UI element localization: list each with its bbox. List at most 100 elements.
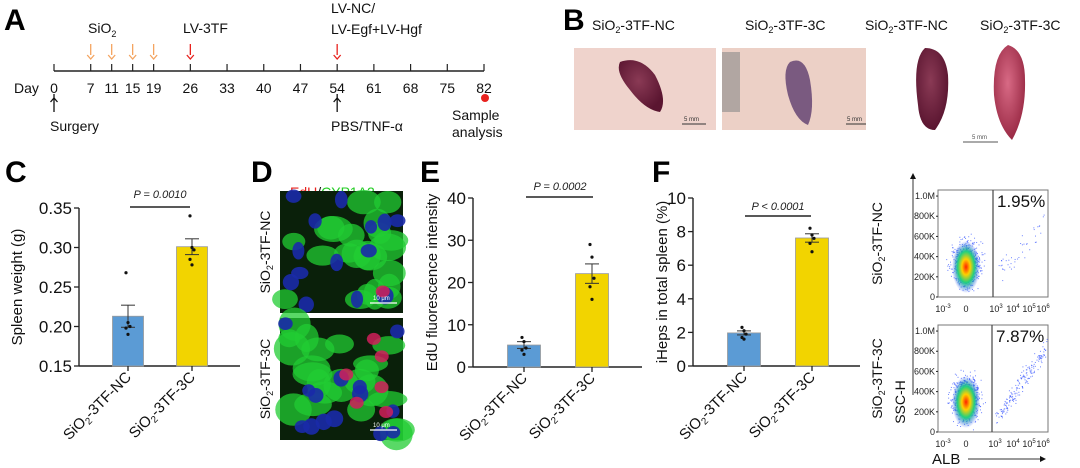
event-dot: [1012, 399, 1014, 401]
day-label: Day: [14, 80, 39, 96]
event-dot: [948, 397, 950, 399]
event-dot: [947, 402, 949, 404]
event-dot: [951, 412, 953, 414]
y-tick-label: 10: [447, 316, 466, 335]
event-dot: [1042, 354, 1044, 356]
nucleus: [334, 190, 348, 209]
event-dot: [1026, 372, 1028, 374]
edu-nucleus: [366, 332, 381, 345]
event-dot: [1033, 370, 1035, 372]
event-dot: [1006, 407, 1008, 409]
x-tick-label: 103: [989, 304, 1003, 314]
panel-label-f: F: [652, 156, 670, 189]
event-dot: [949, 261, 951, 263]
event-dot: [1033, 227, 1035, 229]
event-dot: [971, 243, 973, 245]
timeline-tick-label: 19: [146, 80, 162, 96]
event-dot: [1023, 370, 1025, 372]
event-dot: [1003, 404, 1005, 406]
event-dot: [1029, 371, 1031, 373]
data-point: [588, 285, 592, 289]
panel-a-timeline: A Day 0 7 11 15 19 26 33 40 47 54 61 68 75 82 SiO2 LV…: [4, 0, 503, 140]
event-dot: [1045, 356, 1047, 358]
event-dot: [1031, 361, 1033, 363]
event-dot: [1023, 375, 1025, 377]
event-dot: [960, 369, 962, 371]
event-dot: [972, 243, 974, 245]
timeline-ticks: 0 7 11 15 19 26 33 40 47 54 61 68 75 82: [50, 44, 492, 112]
event-dot: [977, 387, 979, 389]
event-dot: [956, 425, 958, 427]
y-tick-label: 0.30: [39, 239, 72, 258]
event-dot: [1031, 366, 1033, 368]
y-tick-label: 6: [677, 256, 686, 275]
event-dot: [1022, 251, 1024, 253]
event-dot: [1013, 391, 1015, 393]
event-dot: [1043, 342, 1045, 344]
event-dot: [1010, 405, 1012, 407]
event-dot: [1046, 341, 1048, 343]
event-dot: [950, 268, 952, 270]
data-point: [524, 346, 528, 350]
panel-label-c: C: [5, 156, 27, 189]
event-dot: [974, 380, 976, 382]
event-dot: [1017, 380, 1019, 382]
event-dot: [1005, 404, 1007, 406]
event-dot: [1040, 356, 1042, 358]
pbs-tnf-label: PBS/TNF-α: [331, 118, 403, 134]
event-dot: [952, 247, 954, 249]
event-dot: [982, 403, 984, 405]
event-dot: [1031, 373, 1033, 375]
event-dot: [1024, 382, 1026, 384]
event-dot: [1021, 378, 1023, 380]
event-dot: [1007, 264, 1009, 266]
edu-nucleus: [349, 396, 364, 409]
event-dot: [1031, 369, 1033, 371]
event-dot: [1006, 411, 1008, 413]
event-dot: [948, 393, 950, 395]
event-dot: [954, 382, 956, 384]
p-value: P = 0.0002: [533, 181, 586, 193]
event-dot: [949, 266, 951, 268]
event-dot: [981, 398, 983, 400]
event-dot: [1016, 392, 1018, 394]
panel-label-b: B: [563, 4, 585, 37]
event-dot: [1004, 400, 1006, 402]
event-dot: [949, 267, 951, 269]
spleen-excised-nc: [916, 48, 949, 130]
event-dot: [1040, 355, 1042, 357]
y-tick-label: 20: [447, 274, 466, 293]
event-dot: [981, 252, 983, 254]
event-dot: [951, 406, 953, 408]
cell-cyto: [273, 332, 310, 366]
event-dot: [953, 421, 955, 423]
data-point: [190, 245, 194, 250]
event-dot: [1001, 264, 1003, 266]
cell-cyto: [292, 362, 333, 386]
y-tick-label: 200K: [914, 407, 935, 417]
event-dot: [1021, 244, 1023, 246]
event-dot: [1023, 243, 1025, 245]
event-dot: [1020, 377, 1022, 379]
event-dot: [1024, 379, 1026, 381]
event-dot: [952, 252, 954, 254]
event-dot: [1046, 338, 1048, 340]
event-dot: [1014, 261, 1016, 263]
row-label: SiO2-3TF-3C: [257, 339, 275, 420]
event-dot: [1017, 394, 1019, 396]
bar-chart-e: E 0 10 20 30 40 EdU fluorescence intensity SiO2…: [420, 156, 642, 445]
edu-nucleus: [339, 368, 354, 381]
event-dot: [956, 374, 958, 376]
event-dot: [1014, 398, 1016, 400]
x-tick-label: SiO2-3TF-3C: [526, 370, 601, 445]
event-dot: [1031, 365, 1033, 367]
event-dot: [974, 370, 976, 372]
p-value: P < 0.0001: [751, 201, 804, 213]
event-dot: [980, 270, 982, 272]
spleen-in-situ-3c: [785, 60, 813, 125]
scale-bar-label: 5 mm: [684, 117, 699, 123]
timeline-tick-label: 61: [366, 80, 382, 96]
event-dot: [1005, 406, 1007, 408]
timeline-tick-label: 47: [293, 80, 309, 96]
timeline-tick-label: 82: [476, 80, 492, 96]
